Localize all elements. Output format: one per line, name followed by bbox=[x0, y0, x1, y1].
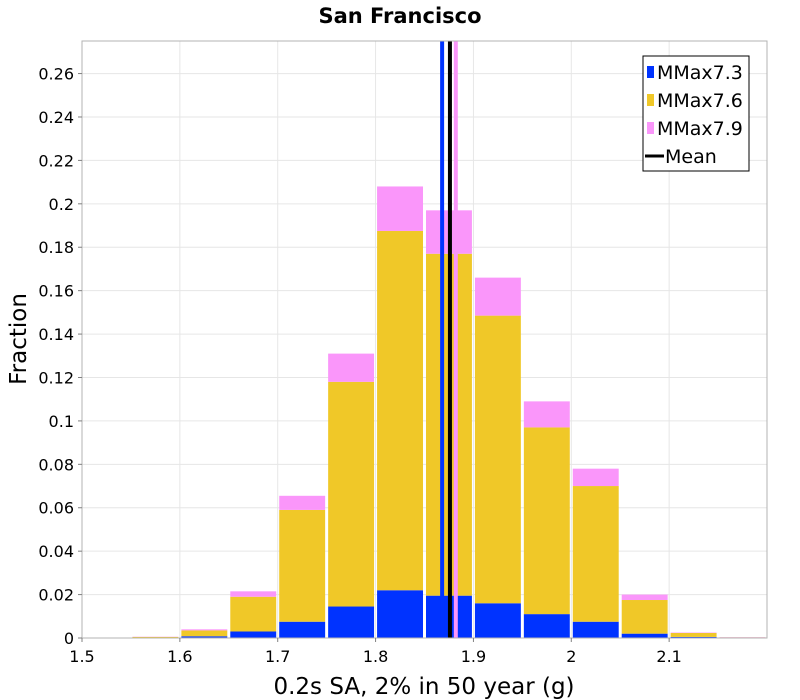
y-axis-ticks: 0 0.02 0.04 0.06 0.08 0.1 0.12 0.14 0.16 0.18 0.2 0… bbox=[38, 65, 82, 648]
bar-mmax7-9 bbox=[572, 468, 619, 487]
bar-mmax7-6 bbox=[572, 486, 619, 622]
bar-mmax7-6 bbox=[328, 381, 375, 607]
x-tick-label: 1.9 bbox=[461, 647, 486, 666]
bar-mmax7-6 bbox=[132, 636, 179, 638]
y-tick-label: 0.16 bbox=[38, 282, 74, 301]
bar-mmax7-6 bbox=[474, 315, 521, 604]
chart-title: San Francisco bbox=[318, 4, 481, 28]
y-tick-label: 0.06 bbox=[38, 499, 74, 518]
bar-mmax7-6 bbox=[279, 509, 326, 622]
bar-mmax7-3 bbox=[621, 633, 668, 638]
bar-mmax7-6 bbox=[230, 596, 277, 632]
y-tick-label: 0.18 bbox=[38, 238, 74, 257]
y-tick-label: 0.1 bbox=[49, 412, 74, 431]
y-tick-label: 0.12 bbox=[38, 368, 74, 387]
x-tick-label: 1.5 bbox=[69, 647, 94, 666]
bar-mmax7-6 bbox=[523, 427, 570, 615]
x-tick-label: 1.7 bbox=[265, 647, 290, 666]
legend-label: MMax7.3 bbox=[657, 62, 743, 84]
bar-mmax7-9 bbox=[474, 277, 521, 316]
y-tick-label: 0 bbox=[64, 629, 74, 648]
bar-mmax7-9 bbox=[377, 186, 423, 231]
bar-mmax7-3 bbox=[279, 621, 326, 638]
bar-mmax7-9 bbox=[328, 353, 375, 382]
y-tick-label: 0.14 bbox=[38, 325, 74, 344]
legend-label: MMax7.6 bbox=[657, 90, 743, 112]
bar-mmax7-3 bbox=[523, 614, 570, 638]
legend-swatch bbox=[647, 66, 654, 78]
y-tick-label: 0.08 bbox=[38, 455, 74, 474]
bar-mmax7-3 bbox=[328, 606, 375, 638]
x-tick-label: 2 bbox=[566, 647, 576, 666]
y-tick-label: 0.26 bbox=[38, 65, 74, 84]
bar-mmax7-3 bbox=[377, 590, 423, 638]
bar-mmax7-3 bbox=[670, 636, 717, 638]
y-tick-label: 0.22 bbox=[38, 151, 74, 170]
bar-mmax7-3 bbox=[181, 636, 228, 638]
bar-mmax7-6 bbox=[621, 600, 668, 634]
y-tick-label: 0.2 bbox=[49, 195, 74, 214]
bar-mmax7-9 bbox=[230, 591, 277, 597]
bar-mmax7-9 bbox=[621, 594, 668, 601]
x-tick-label: 1.6 bbox=[167, 647, 192, 666]
bar-mmax7-3 bbox=[230, 631, 277, 638]
bar-mmax7-6 bbox=[670, 633, 717, 637]
x-axis-ticks: 1.5 1.6 1.7 1.8 1.9 2 2.1 bbox=[69, 638, 682, 666]
bar-mmax7-6 bbox=[377, 230, 423, 591]
plot-frame bbox=[81, 40, 768, 639]
legend-swatch bbox=[647, 94, 654, 106]
legend-swatch bbox=[647, 122, 654, 134]
bar-mmax7-9 bbox=[279, 495, 326, 510]
bar-mmax7-6 bbox=[181, 630, 228, 637]
y-axis-label: Fraction bbox=[6, 293, 32, 385]
legend-box bbox=[642, 55, 750, 172]
bars-layer bbox=[132, 186, 766, 638]
bar-mmax7-3 bbox=[474, 603, 521, 638]
bar-mmax7-9 bbox=[523, 401, 570, 428]
bar-mmax7-3 bbox=[572, 621, 619, 638]
x-tick-label: 1.8 bbox=[363, 647, 388, 666]
chart-legend: MMax7.3 MMax7.6 MMax7.9 Mean bbox=[642, 55, 750, 172]
legend-label: MMax7.9 bbox=[657, 118, 743, 140]
y-tick-label: 0.24 bbox=[38, 108, 74, 127]
y-tick-label: 0.02 bbox=[38, 586, 74, 605]
vertical-lines-layer bbox=[440, 41, 458, 638]
bar-mmax7-9 bbox=[181, 629, 228, 631]
x-tick-label: 2.1 bbox=[656, 647, 681, 666]
y-tick-label: 0.04 bbox=[38, 542, 74, 561]
legend-label: Mean bbox=[665, 146, 717, 168]
x-axis-label: 0.2s SA, 2% in 50 year (g) bbox=[273, 674, 574, 700]
